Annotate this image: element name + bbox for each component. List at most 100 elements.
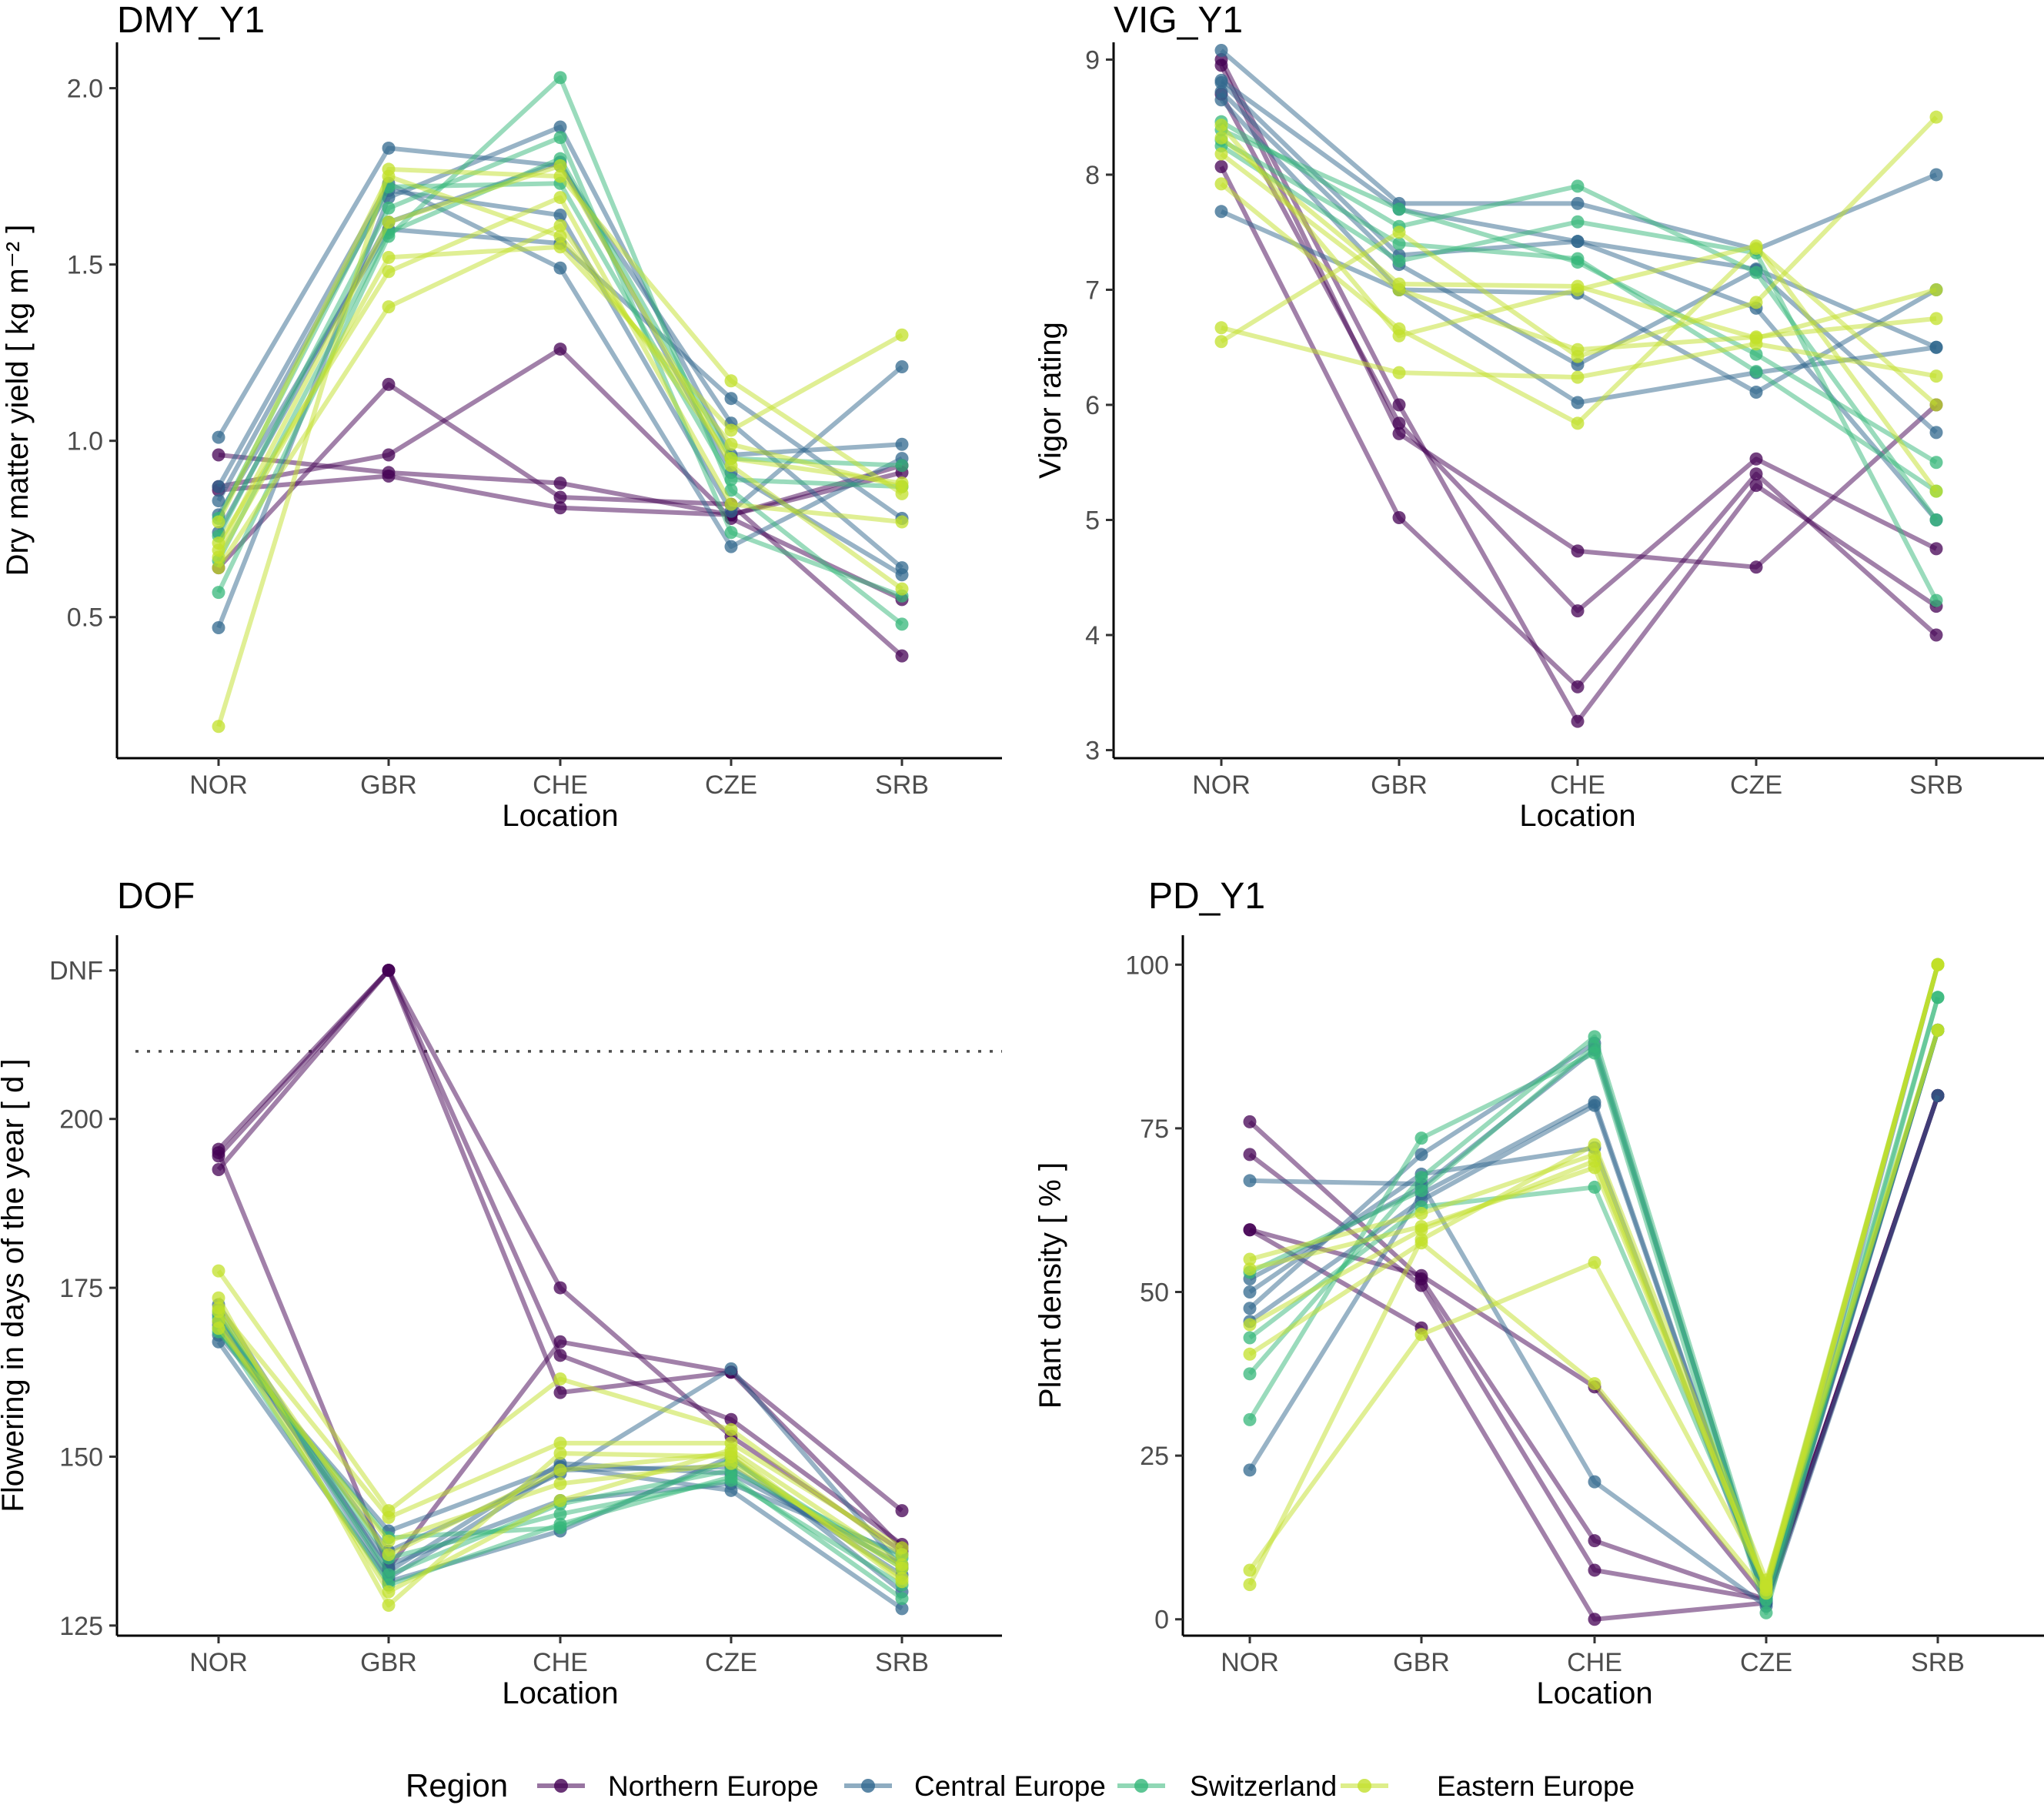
data-point xyxy=(895,582,909,596)
data-point xyxy=(1588,1255,1601,1269)
data-point xyxy=(1588,1534,1601,1548)
data-point xyxy=(1571,235,1585,249)
data-point xyxy=(1929,426,1943,440)
data-point xyxy=(1214,58,1228,72)
y-axis-title: Dry matter yield [ kg m⁻² ] xyxy=(1,225,35,577)
data-point xyxy=(1749,365,1763,379)
data-point xyxy=(1571,680,1585,694)
data-point xyxy=(212,720,225,734)
x-axis-title: Location xyxy=(502,799,618,833)
data-point xyxy=(724,540,738,553)
data-point xyxy=(1392,426,1406,440)
x-tick-label: SRB xyxy=(875,1648,929,1677)
y-tick-label: 3 xyxy=(1085,737,1100,766)
y-axis-title: Vigor rating xyxy=(1034,322,1067,479)
y-tick-label: 1.5 xyxy=(67,251,103,280)
data-point xyxy=(1588,1613,1601,1626)
data-point xyxy=(724,423,738,437)
data-point xyxy=(1588,1138,1601,1152)
data-point xyxy=(553,159,567,172)
y-tick-label: 2.0 xyxy=(67,75,103,104)
data-point xyxy=(382,250,396,264)
x-tick-label: NOR xyxy=(189,1648,248,1677)
x-tick-label: NOR xyxy=(189,770,248,800)
x-tick-label: CHE xyxy=(1567,1648,1622,1677)
data-point xyxy=(1749,386,1763,399)
data-point xyxy=(553,1507,567,1521)
y-axis-title: Plant density [ % ] xyxy=(1034,1162,1067,1409)
data-point xyxy=(1392,226,1406,239)
data-point xyxy=(382,1534,396,1548)
data-point xyxy=(553,120,567,134)
data-point xyxy=(1571,179,1585,193)
data-point xyxy=(553,1372,567,1386)
x-axis-title: Location xyxy=(502,1676,618,1710)
y-tick-label: 50 xyxy=(1140,1279,1169,1308)
data-point xyxy=(895,568,909,582)
data-point xyxy=(1392,237,1406,251)
data-point xyxy=(382,300,396,314)
x-tick-label: GBR xyxy=(360,1648,417,1677)
series-group xyxy=(1243,958,1945,1626)
data-point xyxy=(1214,159,1228,173)
data-point xyxy=(212,1146,225,1160)
panel-title: DMY_Y1 xyxy=(117,0,265,41)
legend-key-point xyxy=(554,1779,568,1793)
data-point xyxy=(382,141,396,155)
y-tick-label: 25 xyxy=(1140,1442,1169,1471)
data-point xyxy=(1588,1161,1601,1175)
legend-entry-central-europe: Central Europe xyxy=(844,1770,1106,1802)
data-point xyxy=(1571,370,1585,384)
data-point xyxy=(1588,1040,1601,1054)
data-point xyxy=(1414,1328,1428,1342)
data-point xyxy=(1588,1377,1601,1391)
data-point xyxy=(1749,296,1763,309)
data-point xyxy=(1414,1131,1428,1145)
data-point xyxy=(212,448,225,462)
x-tick-label: GBR xyxy=(1371,770,1428,800)
data-point xyxy=(553,1446,567,1460)
panel-vig: VIG_Y1 3 4 5 6 7 8 9 NOR GBR CHE CZE SRB Location Vig… xyxy=(1034,0,2044,833)
data-point xyxy=(1214,147,1228,161)
data-point xyxy=(1243,1412,1257,1426)
data-point xyxy=(724,1362,738,1375)
data-point xyxy=(212,1305,225,1319)
y-tick-label: 200 xyxy=(59,1105,103,1135)
data-point xyxy=(1588,1098,1601,1112)
panel-title: VIG_Y1 xyxy=(1114,0,1243,41)
data-point xyxy=(895,328,909,342)
data-point xyxy=(1931,1088,1945,1102)
data-point xyxy=(553,501,567,515)
data-point xyxy=(1414,1148,1428,1162)
data-point xyxy=(212,543,225,557)
x-tick-label: GBR xyxy=(1393,1648,1450,1677)
y-tick-label: DNF xyxy=(49,957,103,986)
data-point xyxy=(895,515,909,529)
x-tick-label: CHE xyxy=(533,770,588,800)
x-tick-label: NOR xyxy=(1221,1648,1279,1677)
data-point xyxy=(382,1568,396,1582)
data-point xyxy=(1243,1285,1257,1299)
data-point xyxy=(553,1463,567,1477)
data-point xyxy=(1214,119,1228,132)
data-point xyxy=(724,1446,738,1460)
data-point xyxy=(1571,215,1585,229)
data-point xyxy=(1749,347,1763,361)
data-point xyxy=(1571,604,1585,618)
data-point xyxy=(1931,991,1945,1004)
data-point xyxy=(382,1599,396,1613)
data-point xyxy=(724,1422,738,1436)
data-point xyxy=(895,1541,909,1555)
data-point xyxy=(724,526,738,540)
y-tick-label: 8 xyxy=(1085,161,1100,190)
data-point xyxy=(212,1322,225,1335)
data-point xyxy=(1392,202,1406,216)
data-point xyxy=(553,1477,567,1491)
data-point xyxy=(553,1521,567,1535)
x-tick-label: GBR xyxy=(360,770,417,800)
data-point xyxy=(724,1412,738,1426)
x-axis-title: Location xyxy=(1519,799,1635,833)
data-point xyxy=(1392,329,1406,343)
data-point xyxy=(1414,1269,1428,1282)
data-point xyxy=(1571,343,1585,356)
